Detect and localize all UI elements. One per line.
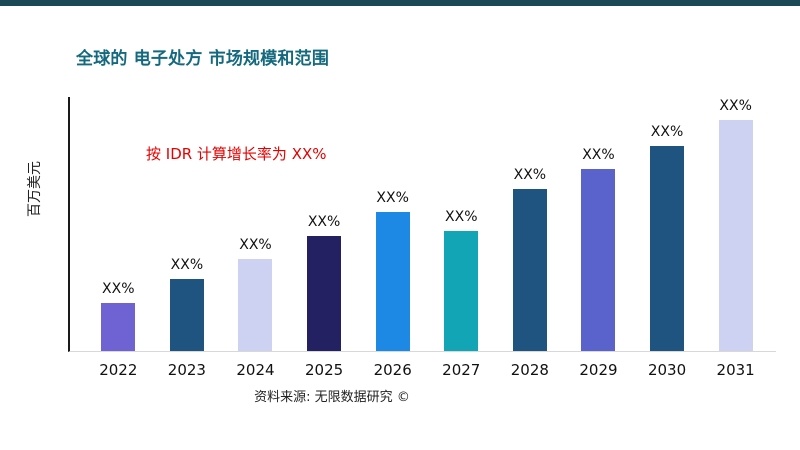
- bar-column: XX%: [153, 97, 222, 351]
- bar-2025: [307, 235, 342, 351]
- x-axis-tick-label: 2025: [304, 361, 344, 379]
- x-axis-tick-label: 2027: [442, 361, 481, 379]
- bar-2026: [375, 212, 410, 351]
- bar-2023: [169, 279, 204, 351]
- source-caption: 资料来源: 无限数据研究 ©: [254, 390, 410, 405]
- bar-column: XX%: [427, 97, 496, 351]
- bar-2031: [718, 120, 753, 351]
- top-accent-bar: [0, 0, 800, 6]
- x-axis-tick-label: 2024: [236, 361, 275, 379]
- page-title: 全球的 电子处方 市场规模和范围: [76, 49, 330, 69]
- bar-value-label: XX%: [719, 98, 752, 115]
- x-axis-tick-label: 2029: [579, 361, 618, 379]
- bar-2028: [512, 189, 547, 351]
- bar-value-label: XX%: [650, 123, 684, 140]
- bar-column: XX%: [358, 97, 427, 351]
- bar-value-label: XX%: [582, 146, 615, 163]
- bar-value-label: XX%: [307, 213, 341, 230]
- bar-2030: [650, 145, 685, 351]
- bar-value-label: XX%: [170, 257, 204, 274]
- x-axis-tick-label: 2026: [373, 361, 412, 379]
- bar-column: XX%: [290, 97, 359, 351]
- x-axis-labels: 2022 2023 2024 2025 2026 2027 2028 2029 2030 2031: [68, 361, 776, 379]
- bar-2022: [101, 302, 136, 351]
- x-axis-tick-label: 2031: [716, 361, 755, 379]
- bar-column: XX%: [633, 97, 702, 351]
- x-axis-tick-label: 2030: [647, 361, 687, 379]
- bar-value-label: XX%: [102, 280, 135, 297]
- bar-value-label: XX%: [239, 236, 272, 253]
- x-axis-tick-label: 2023: [167, 361, 206, 379]
- bar-2027: [444, 230, 479, 351]
- plot-area: 按 IDR 计算增长率为 XX% XX% XX% XX% XX% XX% XX% XX% XX…: [68, 97, 776, 352]
- growth-annotation: 按 IDR 计算增长率为 XX%: [146, 145, 327, 163]
- bar-column: XX%: [496, 97, 565, 351]
- x-axis-tick-label: 2028: [510, 361, 549, 379]
- bar-2029: [581, 168, 616, 351]
- x-axis-tick-label: 2022: [99, 361, 138, 379]
- bars-row: XX% XX% XX% XX% XX% XX% XX% XX% XX% XX%: [70, 97, 776, 351]
- bar-chart: 百万美元 按 IDR 计算增长率为 XX% XX% XX% XX% XX% XX% XX%…: [27, 97, 776, 379]
- bar-column: XX%: [564, 97, 633, 351]
- bar-value-label: XX%: [376, 190, 409, 207]
- bar-value-label: XX%: [513, 167, 547, 184]
- bar-column: XX%: [701, 97, 770, 351]
- y-axis-label: 百万美元: [27, 160, 43, 217]
- bar-2024: [238, 258, 273, 351]
- bar-column: XX%: [221, 97, 290, 351]
- bar-value-label: XX%: [445, 208, 478, 225]
- bar-column: XX%: [84, 97, 153, 351]
